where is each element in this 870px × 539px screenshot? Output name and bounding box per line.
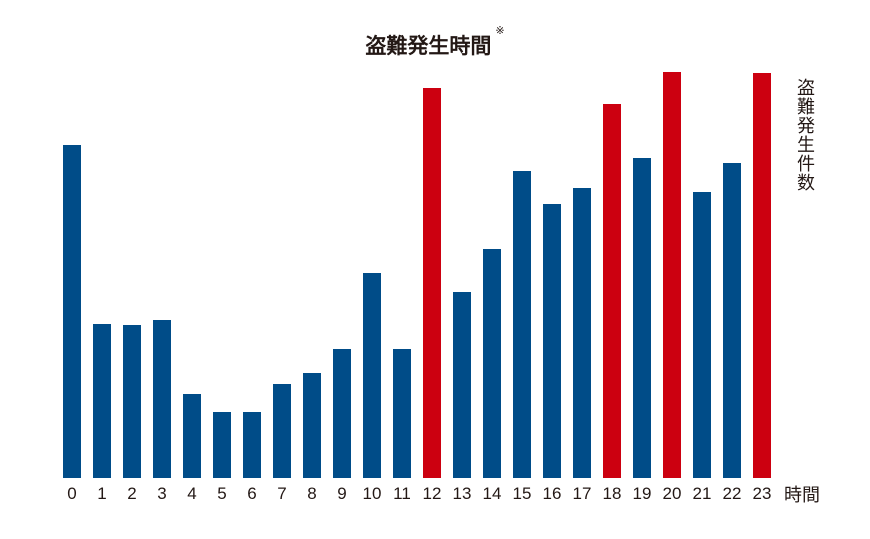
chart-title: 盗難発生時間※ bbox=[0, 24, 870, 60]
bar-10 bbox=[363, 273, 381, 478]
x-tick-label: 21 bbox=[693, 484, 712, 503]
x-tick-label: 18 bbox=[603, 484, 622, 503]
bar-17 bbox=[573, 188, 591, 478]
x-tick-label: 15 bbox=[513, 484, 532, 503]
bar-15 bbox=[513, 171, 531, 478]
bar-11 bbox=[393, 349, 411, 478]
bar-3 bbox=[153, 320, 171, 478]
x-tick-label: 11 bbox=[393, 484, 411, 503]
x-tick-label: 4 bbox=[187, 484, 196, 503]
x-tick-label: 22 bbox=[723, 484, 742, 503]
bar-22 bbox=[723, 163, 741, 478]
chart-title-text: 盗難発生時間 bbox=[365, 34, 492, 58]
bar-14 bbox=[483, 249, 501, 478]
x-tick-label: 12 bbox=[423, 484, 442, 503]
x-tick-label: 2 bbox=[127, 484, 136, 503]
bar-23 bbox=[753, 73, 771, 478]
bar-9 bbox=[333, 349, 351, 478]
x-tick-label: 1 bbox=[97, 484, 106, 503]
x-tick-label: 8 bbox=[307, 484, 316, 503]
bar-0 bbox=[63, 145, 81, 478]
bar-2 bbox=[123, 325, 141, 478]
x-tick-label: 20 bbox=[663, 484, 682, 503]
bar-5 bbox=[213, 412, 231, 478]
bar-6 bbox=[243, 412, 261, 478]
y-axis-label: 盗難発生件数 bbox=[794, 78, 815, 192]
bar-8 bbox=[303, 373, 321, 478]
x-tick-label: 6 bbox=[247, 484, 256, 503]
x-tick-label: 19 bbox=[633, 484, 652, 503]
x-axis-label: 時間 bbox=[784, 485, 820, 506]
bar-13 bbox=[453, 292, 471, 478]
bar-16 bbox=[543, 204, 561, 478]
bar-12 bbox=[423, 88, 441, 478]
x-tick-label: 13 bbox=[453, 484, 472, 503]
x-tick-label: 10 bbox=[363, 484, 382, 503]
bar-21 bbox=[693, 192, 711, 478]
bar-4 bbox=[183, 394, 201, 478]
bar-1 bbox=[93, 324, 111, 478]
x-tick-label: 5 bbox=[217, 484, 226, 503]
x-tick-label: 23 bbox=[753, 484, 772, 503]
bar-20 bbox=[663, 72, 681, 478]
x-tick-label: 14 bbox=[483, 484, 502, 503]
x-tick-label: 3 bbox=[157, 484, 166, 503]
bar-18 bbox=[603, 104, 621, 478]
title-note: ※ bbox=[495, 24, 505, 37]
x-tick-label: 16 bbox=[543, 484, 562, 503]
bar-19 bbox=[633, 158, 651, 478]
x-tick-label: 9 bbox=[337, 484, 346, 503]
x-tick-label: 7 bbox=[277, 484, 286, 503]
x-tick-label: 0 bbox=[67, 484, 76, 503]
bar-7 bbox=[273, 384, 291, 478]
x-tick-label: 17 bbox=[573, 484, 592, 503]
